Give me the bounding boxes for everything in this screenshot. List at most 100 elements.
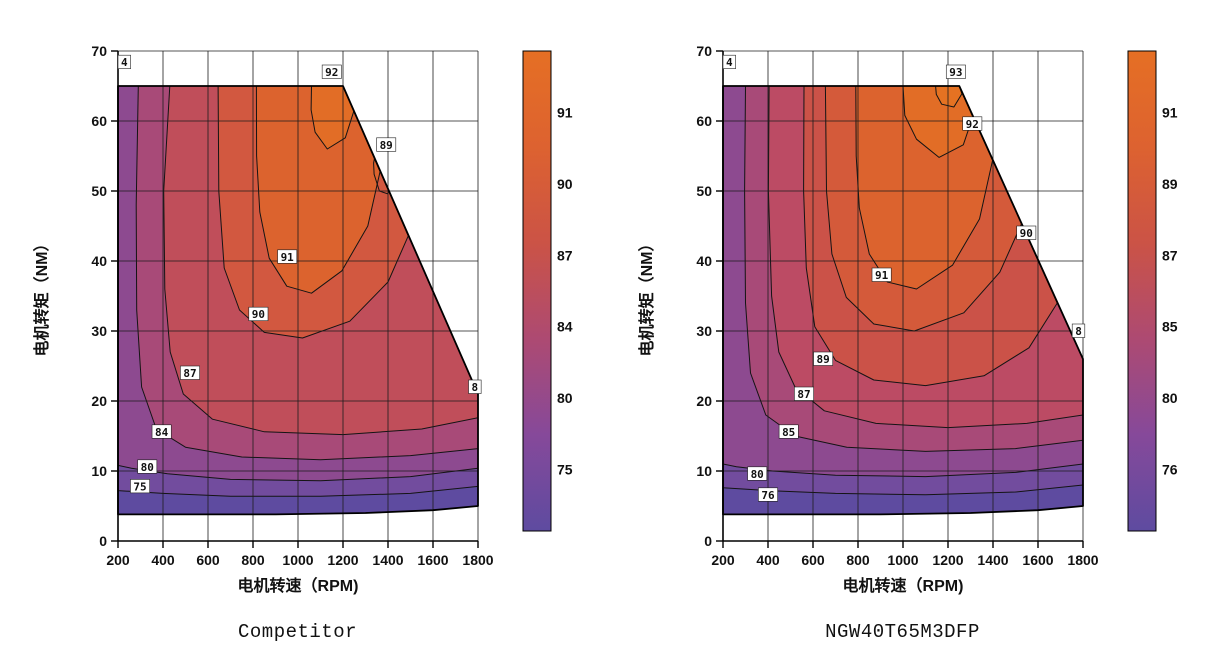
x-tick-label: 1000 [887, 552, 918, 568]
contour-label-badge [871, 267, 892, 282]
contour-labels: 4 93 92 90 91 89 87 85 80 76 8 [722, 54, 1085, 502]
contour-label-text: 4 [120, 56, 127, 69]
axes: 0 10 20 30 40 50 60 70 200 400 600 800 1000 1200 1400 1… [91, 43, 493, 568]
axes: 0 10 20 30 40 50 60 70 200 400 600 800 1000 1200 1400 1… [696, 43, 1098, 568]
envelope-outline [721, 85, 1084, 516]
ngw-chart-figure: 0 10 20 30 40 50 60 70 200 400 600 800 1000 1200 1400 1… [628, 6, 1203, 643]
contour-label-text: 93 [949, 66, 962, 79]
contour-label-badge [151, 424, 172, 439]
contour-label-text: 80 [140, 461, 153, 474]
x-axis-label: 电机转速（RPM) [237, 576, 358, 595]
x-tick-label: 1200 [932, 552, 963, 568]
competitor-chart-figure: 0 10 20 30 40 50 60 70 200 400 600 800 1000 1200 1400 1… [23, 6, 598, 643]
colorbar-label: 90 [557, 176, 573, 192]
x-axis-label: 电机转速（RPM) [842, 576, 963, 595]
contour-label-badge [757, 487, 778, 502]
colorbar-label: 87 [557, 247, 573, 263]
colorbar-label: 76 [1162, 462, 1178, 478]
y-tick-label: 60 [696, 113, 712, 129]
contour-label-badge [321, 64, 342, 79]
colorbar-label: 80 [1162, 390, 1178, 406]
colorbar-label: 87 [1162, 247, 1178, 263]
colorbar-label: 89 [1162, 176, 1178, 192]
x-tick-label: 600 [801, 552, 825, 568]
contour-label-badge [467, 379, 481, 394]
x-tick-label: 1400 [977, 552, 1008, 568]
ngw-chart-title: NGW40T65M3DFP [825, 621, 980, 643]
y-tick-label: 10 [91, 463, 107, 479]
x-tick-label: 1800 [1067, 552, 1098, 568]
contour-label-text: 90 [251, 308, 264, 321]
y-tick-label: 20 [696, 393, 712, 409]
colorbar-gradient-bar [1127, 50, 1156, 532]
x-tick-label: 800 [846, 552, 870, 568]
y-tick-label: 0 [99, 533, 107, 549]
contour-label-text: 87 [797, 388, 810, 401]
contour-label-text: 8 [471, 381, 478, 394]
contour-label-text: 84 [155, 426, 169, 439]
contour-label-text: 91 [875, 269, 889, 282]
contour-label-text: 92 [965, 118, 978, 131]
contour-label-text: 80 [750, 468, 763, 481]
y-tick-label: 70 [91, 43, 107, 59]
contour-label-badge [375, 137, 396, 152]
colorbar-label: 75 [557, 462, 573, 478]
x-tick-label: 600 [196, 552, 220, 568]
y-axis-label: 电机转矩（NM） [637, 236, 656, 357]
y-tick-label: 10 [696, 463, 712, 479]
x-tick-label: 1600 [1022, 552, 1053, 568]
x-tick-label: 1400 [372, 552, 403, 568]
y-tick-label: 0 [704, 533, 712, 549]
colorbar-label: 91 [1162, 104, 1178, 120]
contour-label-text: 8 [1075, 325, 1082, 338]
contour-label-badge [722, 54, 736, 70]
contour-label-text: 75 [133, 480, 146, 493]
y-tick-label: 40 [696, 253, 712, 269]
contour-label-badge [276, 249, 297, 264]
contour-label-badge [746, 466, 767, 481]
colorbar-label: 85 [1162, 319, 1178, 335]
contour-label-text: 89 [816, 353, 829, 366]
colorbar-gradient-bar [522, 50, 551, 532]
ngw-contour-chart: 0 10 20 30 40 50 60 70 200 400 600 800 1000 1200 1400 1… [637, 43, 1178, 595]
colorbar: 91 90 87 84 80 75 [522, 50, 573, 532]
x-tick-label: 200 [711, 552, 735, 568]
colorbar-label: 91 [557, 104, 573, 120]
x-tick-label: 1200 [327, 552, 358, 568]
y-tick-label: 30 [91, 323, 107, 339]
contour-label-badge [117, 54, 131, 70]
contour-label-badge [945, 64, 966, 79]
y-tick-label: 50 [91, 183, 107, 199]
contour-label-text: 89 [379, 139, 392, 152]
contour-label-badge [129, 479, 150, 494]
contour-label-text: 91 [280, 251, 294, 264]
x-tick-label: 200 [106, 552, 130, 568]
x-tick-label: 1600 [417, 552, 448, 568]
y-tick-label: 30 [696, 323, 712, 339]
x-tick-label: 400 [756, 552, 780, 568]
x-tick-label: 1800 [462, 552, 493, 568]
contour-label-text: 85 [782, 426, 795, 439]
colorbar-label: 84 [557, 319, 573, 335]
y-tick-label: 70 [696, 43, 712, 59]
contour-label-text: 92 [325, 66, 338, 79]
contour-band-93 [934, 86, 962, 108]
contour-label-text: 87 [183, 367, 196, 380]
contour-label-badge [961, 116, 982, 131]
x-tick-label: 400 [151, 552, 175, 568]
contour-label-badge [136, 459, 157, 474]
contour-label-text: 90 [1019, 227, 1032, 240]
y-axis-label: 电机转矩（NM） [32, 236, 51, 357]
y-tick-label: 60 [91, 113, 107, 129]
contour-label-badge [812, 351, 833, 366]
y-tick-label: 20 [91, 393, 107, 409]
contour-label-badge [1071, 323, 1085, 338]
grid [722, 50, 1083, 542]
envelope-outline [116, 85, 479, 516]
competitor-chart-title: Competitor [237, 621, 358, 643]
contour-labels: 4 92 89 91 90 87 84 80 75 8 [117, 54, 481, 494]
competitor-contour-chart: 0 10 20 30 40 50 60 70 200 400 600 800 1000 1200 1400 1… [32, 43, 573, 595]
contour-label-text: 76 [761, 489, 775, 502]
contour-label-badge [1015, 225, 1036, 240]
